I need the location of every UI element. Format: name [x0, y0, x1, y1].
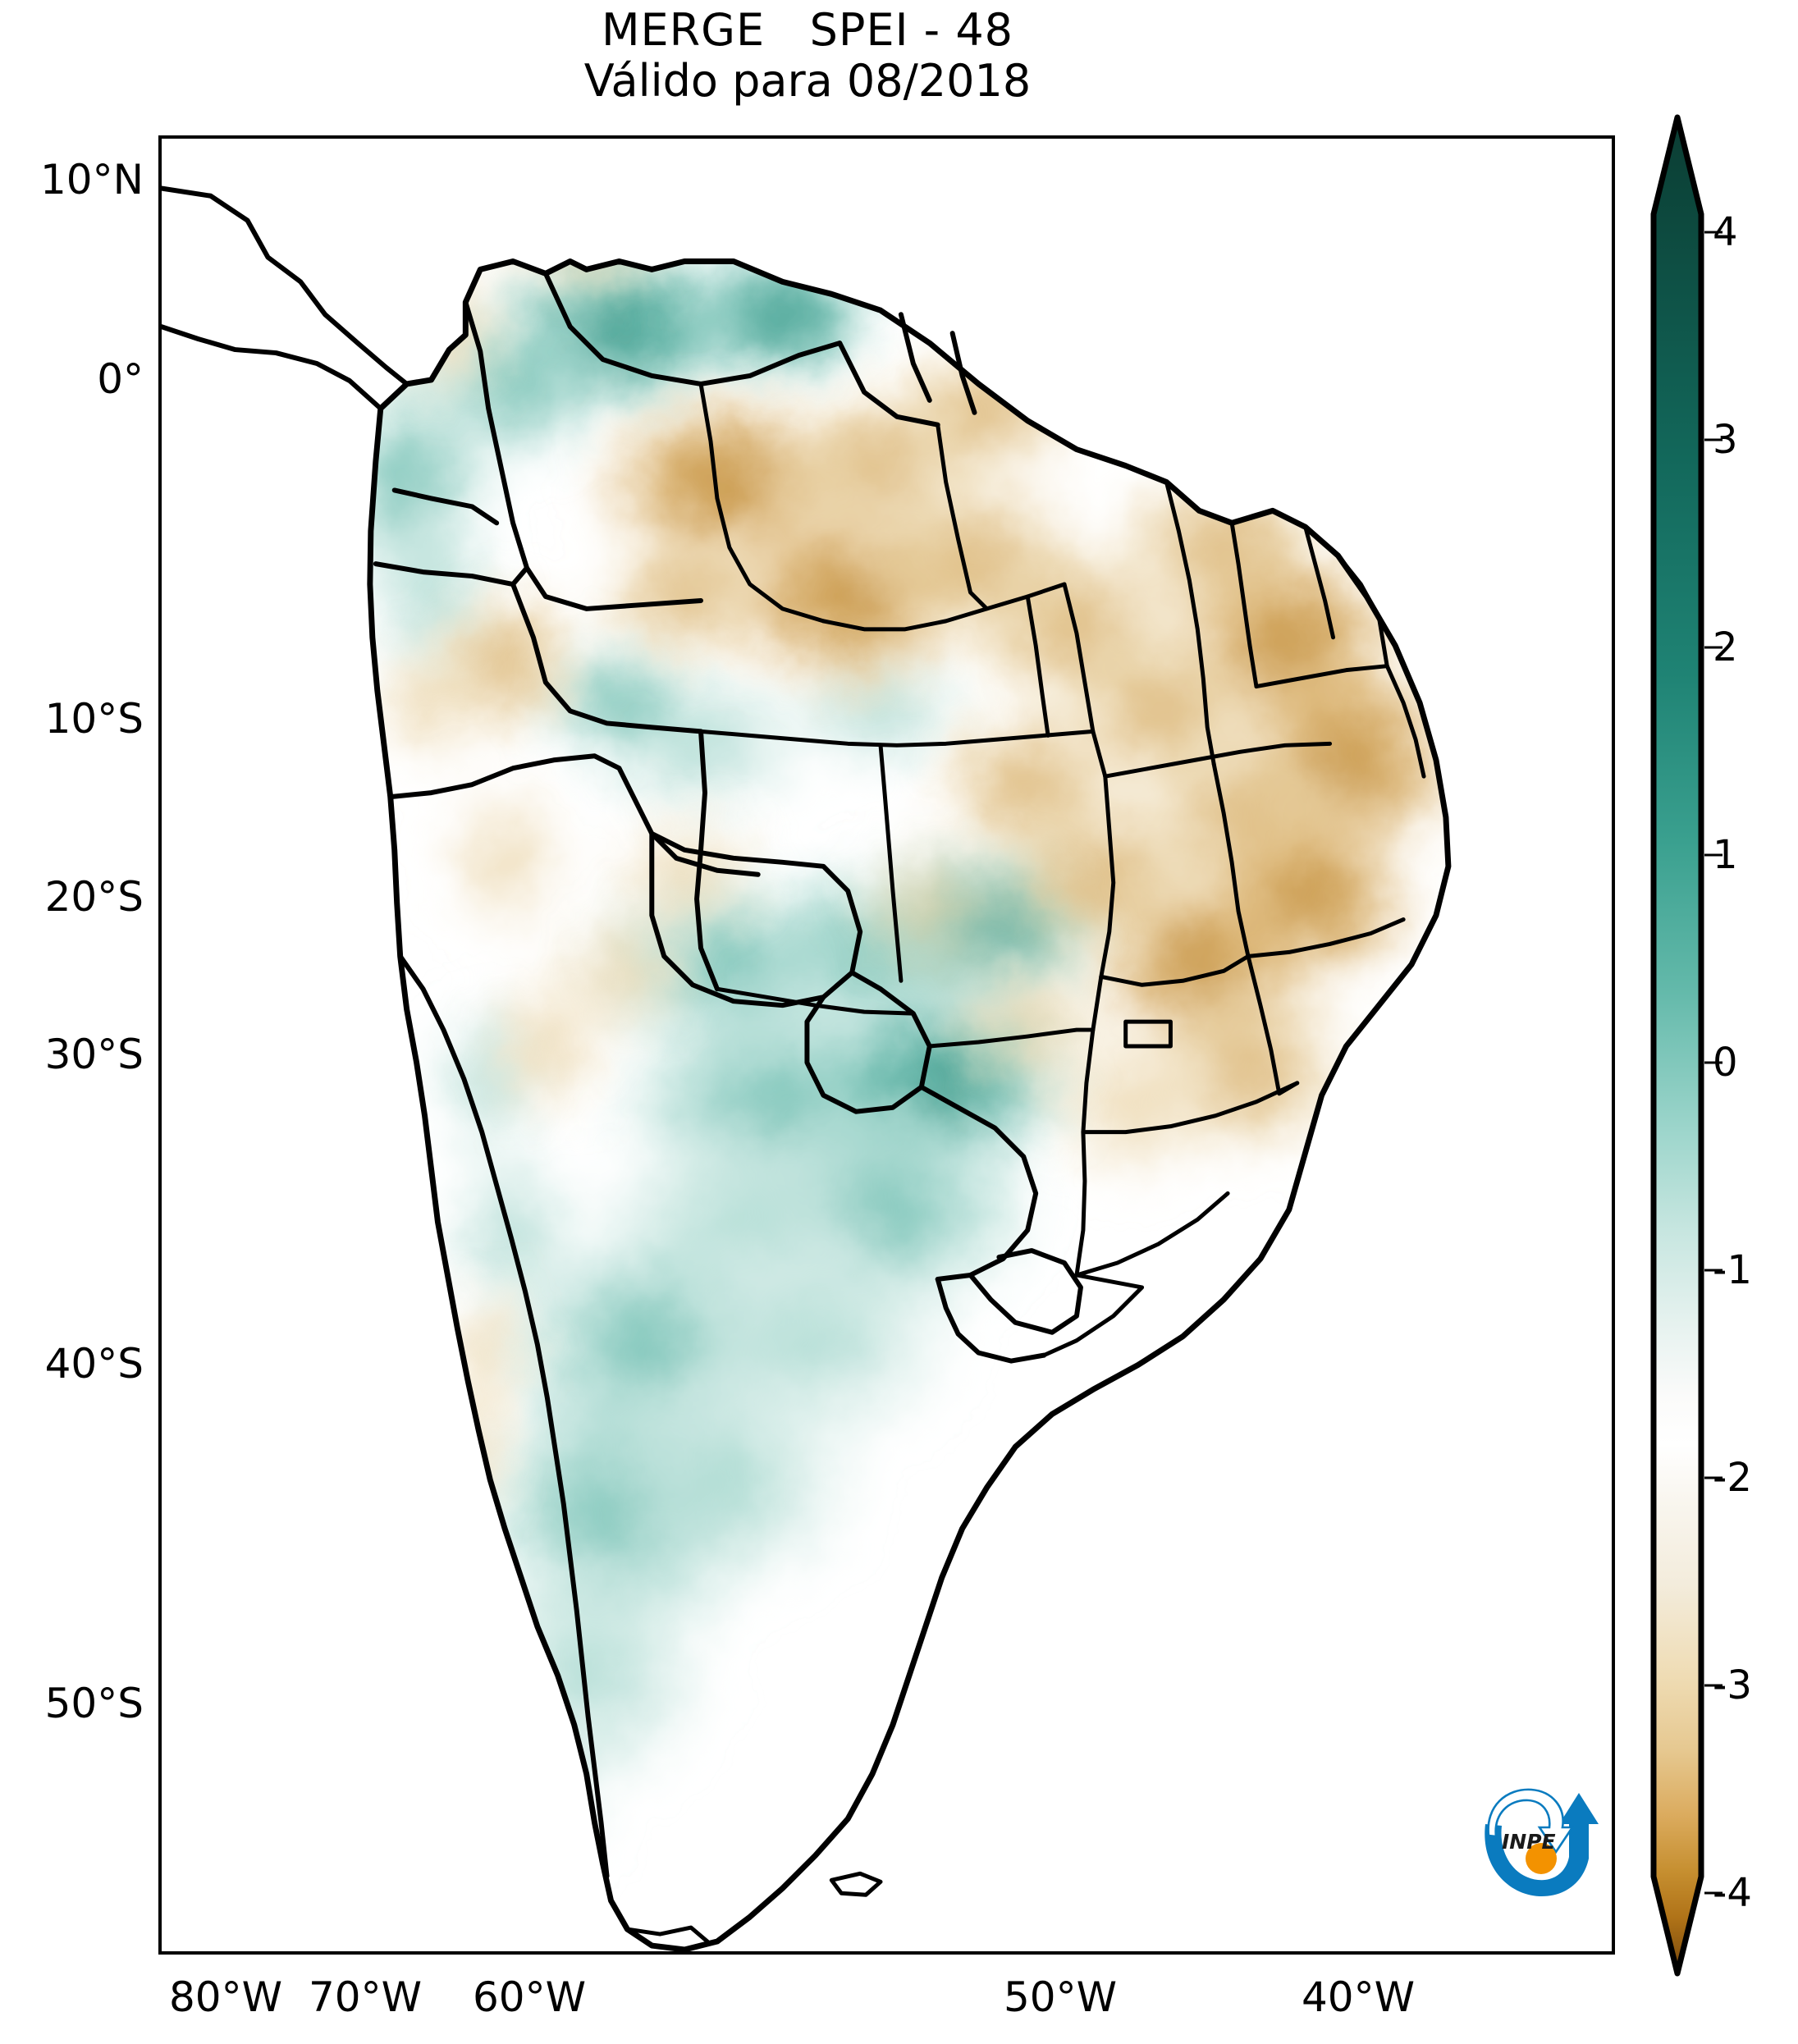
spei-heatmap [162, 139, 1612, 1951]
inpe-logo: INPE [1469, 1776, 1600, 1904]
title-subtitle: Válido para 08/2018 [583, 55, 1032, 107]
colorbar-gradient [1650, 114, 1704, 1977]
inpe-logo-graphic: INPE [1485, 1788, 1599, 1897]
inpe-wordmark: INPE [1502, 1830, 1556, 1854]
map-plot-area [158, 135, 1615, 1955]
cb-label-4: 4 [1713, 209, 1738, 255]
colorbar: 4 3 2 1 0 -1 -2 -3 -4 [1650, 114, 1752, 1977]
x-tick-80w: 80°W [168, 1973, 283, 2021]
x-tick-40w: 40°W [1301, 1973, 1416, 2021]
cb-label-2: 2 [1713, 624, 1738, 670]
cb-tick-3 [1704, 438, 1723, 441]
y-tick-40s: 40°S [44, 1340, 144, 1388]
cb-label-neg4: -4 [1713, 1870, 1752, 1916]
blue-swoosh-arrow [1485, 1793, 1599, 1897]
cb-tick-neg1 [1704, 1269, 1723, 1272]
cb-tick-neg4 [1704, 1891, 1723, 1895]
cb-label-neg1: -1 [1713, 1247, 1752, 1293]
cb-tick-1 [1704, 853, 1723, 857]
cb-tick-0 [1704, 1061, 1723, 1064]
x-tick-60w: 60°W [472, 1973, 587, 2021]
title-main: MERGE SPEI - 48 [601, 4, 1014, 56]
cb-label-3: 3 [1713, 417, 1738, 463]
cb-label-neg3: -3 [1713, 1662, 1752, 1708]
cb-tick-4 [1704, 231, 1723, 234]
orange-dot [1526, 1843, 1557, 1874]
y-tick-10n: 10°N [39, 156, 144, 203]
cb-tick-neg3 [1704, 1684, 1723, 1687]
cb-label-neg2: -2 [1713, 1455, 1752, 1501]
y-tick-50s: 50°S [44, 1680, 144, 1727]
figure-title: MERGE SPEI - 48 Válido para 08/2018 [0, 5, 1615, 107]
y-tick-20s: 20°S [44, 873, 144, 921]
y-tick-0: 0° [97, 355, 144, 403]
x-tick-70w: 70°W [308, 1973, 423, 2021]
outlined-arrow [1487, 1788, 1575, 1854]
cb-tick-2 [1704, 646, 1723, 649]
cb-label-1: 1 [1713, 832, 1738, 878]
x-tick-50w: 50°W [1003, 1973, 1118, 2021]
y-tick-10s: 10°S [44, 695, 144, 743]
y-tick-30s: 30°S [44, 1031, 144, 1078]
cb-label-0: 0 [1713, 1040, 1738, 1086]
cb-tick-neg2 [1704, 1476, 1723, 1479]
